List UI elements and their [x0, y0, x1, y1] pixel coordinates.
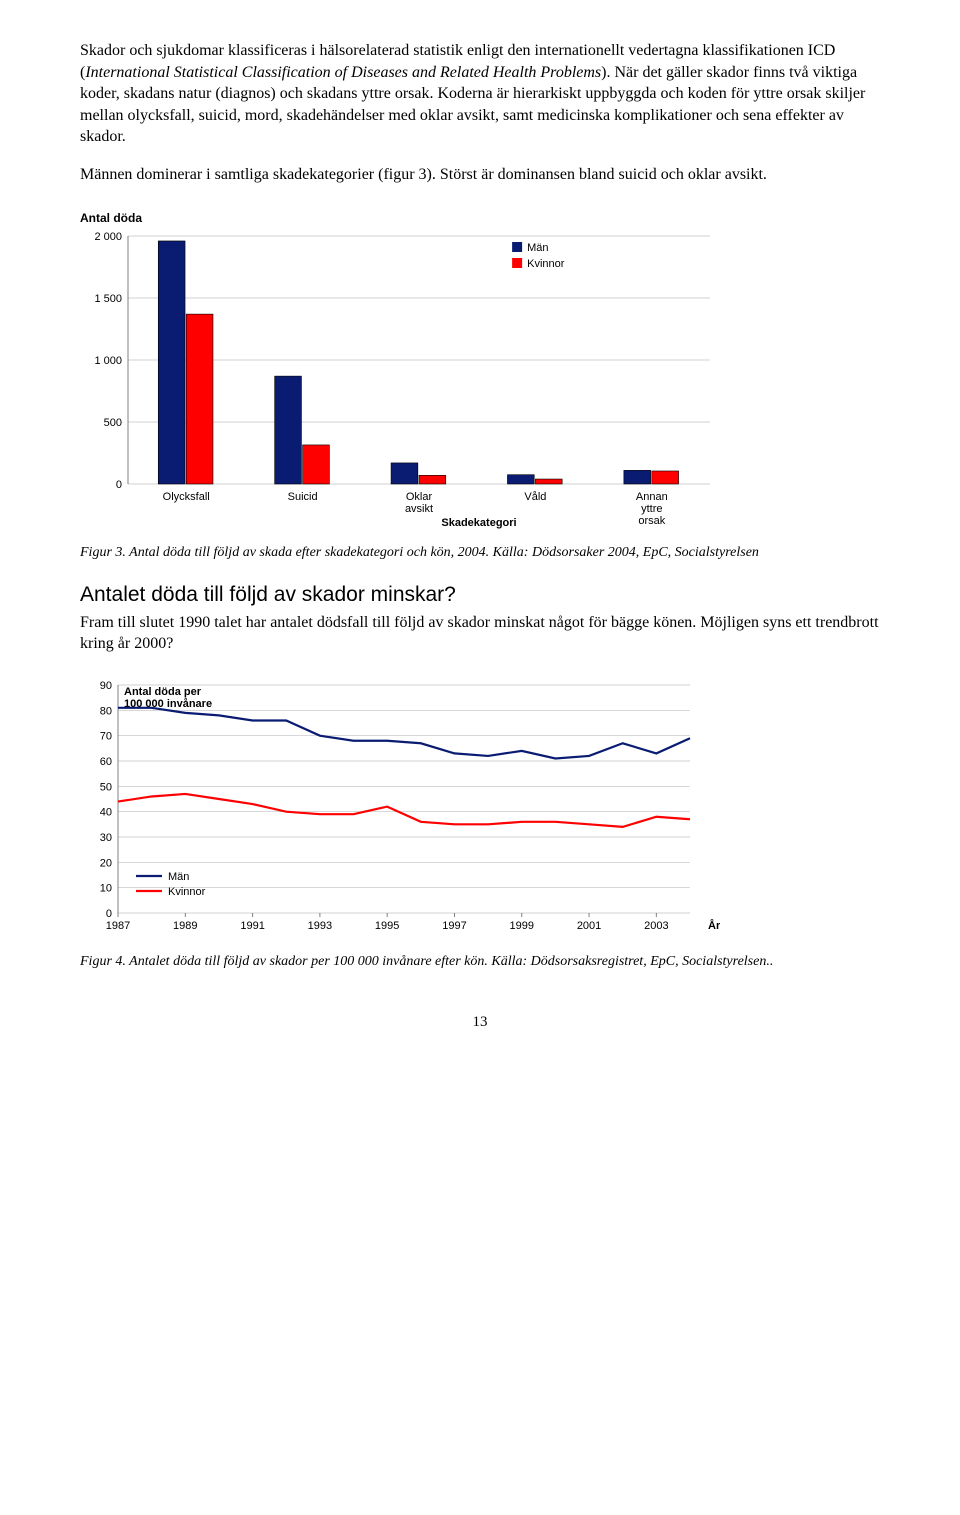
- svg-text:Män: Män: [527, 242, 548, 254]
- bar-chart: 0 500 1 000 1 500 2 000 Olycksfall Suicid Oklar…: [80, 230, 880, 537]
- svg-text:1 000: 1 000: [94, 355, 122, 367]
- line-chart-svg: 0 10 20 30 40 50 60 70 80 90 1987 1989 1991 1993 1995 1…: [80, 679, 720, 939]
- paragraph-2: Männen dominerar i samtliga skadekategor…: [80, 164, 880, 186]
- svg-text:20: 20: [100, 857, 112, 869]
- svg-text:Annanyttreorsak: Annanyttreorsak: [636, 491, 668, 527]
- svg-text:1 500: 1 500: [94, 293, 122, 305]
- svg-text:Suicid: Suicid: [288, 491, 318, 503]
- svg-text:2 000: 2 000: [94, 231, 122, 243]
- line-chart: 0 10 20 30 40 50 60 70 80 90 1987 1989 1991 1993 1995 1…: [80, 679, 880, 946]
- section-heading: Antalet döda till följd av skador minska…: [80, 581, 880, 609]
- svg-text:0: 0: [116, 479, 122, 491]
- line-chart-block: 0 10 20 30 40 50 60 70 80 90 1987 1989 1991 1993 1995 1…: [80, 679, 880, 946]
- svg-text:1991: 1991: [240, 920, 264, 932]
- paragraph-3: Fram till slutet 1990 talet har antalet …: [80, 612, 880, 655]
- svg-text:80: 80: [100, 705, 112, 717]
- svg-text:Skadekategori: Skadekategori: [441, 517, 516, 529]
- page-number: 13: [80, 1012, 880, 1032]
- bar: [507, 474, 534, 483]
- series-line: [118, 708, 690, 759]
- bar-chart-block: Antal döda 0 500 1 000 1 500 2 000 Olycksfall…: [80, 210, 880, 537]
- svg-text:Oklaravsikt: Oklaravsikt: [405, 491, 433, 515]
- svg-text:90: 90: [100, 680, 112, 692]
- bar: [391, 463, 418, 484]
- svg-text:1999: 1999: [510, 920, 534, 932]
- svg-text:1987: 1987: [106, 920, 130, 932]
- svg-text:Våld: Våld: [524, 491, 546, 503]
- svg-text:Män: Män: [168, 871, 189, 883]
- bar: [158, 241, 185, 484]
- svg-text:40: 40: [100, 806, 112, 818]
- paragraph-1-italic: International Statistical Classification…: [85, 64, 601, 81]
- svg-text:70: 70: [100, 730, 112, 742]
- bar: [624, 470, 651, 484]
- svg-text:År: År: [708, 919, 720, 932]
- svg-text:2001: 2001: [577, 920, 601, 932]
- svg-text:10: 10: [100, 882, 112, 894]
- svg-text:1997: 1997: [442, 920, 466, 932]
- bar-chart-svg: 0 500 1 000 1 500 2 000 Olycksfall Suicid Oklar…: [80, 230, 720, 530]
- svg-text:50: 50: [100, 781, 112, 793]
- svg-text:1989: 1989: [173, 920, 197, 932]
- svg-text:1995: 1995: [375, 920, 399, 932]
- series-line: [118, 794, 690, 827]
- figure-3-caption: Figur 3. Antal döda till följd av skada …: [80, 544, 880, 563]
- svg-text:2003: 2003: [644, 920, 668, 932]
- svg-text:60: 60: [100, 756, 112, 768]
- svg-text:30: 30: [100, 832, 112, 844]
- svg-text:Olycksfall: Olycksfall: [163, 491, 210, 503]
- svg-text:1993: 1993: [308, 920, 332, 932]
- bar: [535, 479, 562, 484]
- svg-text:500: 500: [104, 417, 122, 429]
- bar: [275, 376, 302, 484]
- svg-text:Kvinnor: Kvinnor: [168, 886, 206, 898]
- paragraph-1: Skador och sjukdomar klassificeras i häl…: [80, 40, 880, 148]
- svg-text:0: 0: [106, 908, 112, 920]
- bar: [303, 445, 330, 484]
- bar: [652, 471, 679, 484]
- bar-chart-title: Antal döda: [80, 210, 880, 226]
- figure-4-caption: Figur 4. Antalet döda till följd av skad…: [80, 953, 880, 972]
- bar: [186, 314, 213, 484]
- bar: [419, 475, 446, 484]
- svg-text:Antal döda per100 000 invånare: Antal döda per100 000 invånare: [124, 686, 212, 710]
- svg-text:Kvinnor: Kvinnor: [527, 258, 565, 270]
